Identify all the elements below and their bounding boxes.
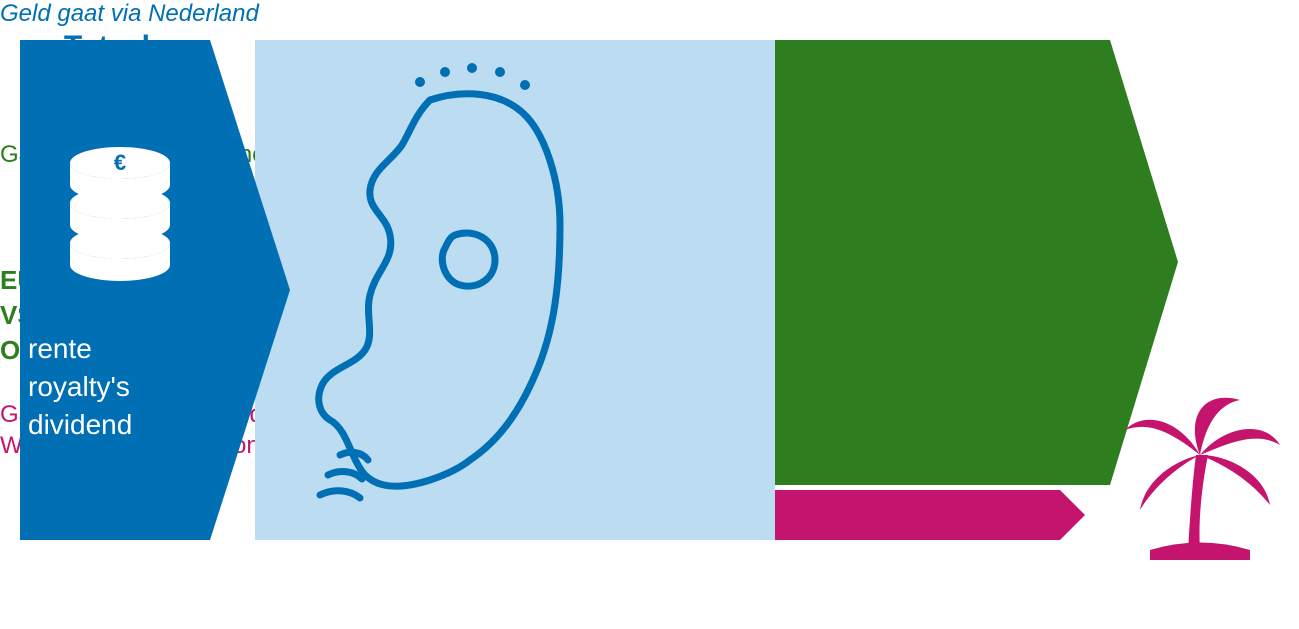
infographic-stage: € — [0, 0, 1299, 629]
diagram-svg: € — [0, 0, 1299, 629]
green-arrow — [775, 40, 1178, 485]
palm-tree-icon — [1125, 398, 1280, 560]
lightblue-panel — [255, 40, 775, 540]
blue-arrow — [20, 40, 290, 540]
inflow-line-2: royalty's — [28, 368, 228, 406]
pink-arrow — [775, 490, 1085, 540]
inflow-label: rente royalty's dividend — [28, 330, 228, 443]
coins-icon: € — [70, 147, 170, 281]
svg-text:€: € — [114, 150, 126, 175]
inflow-line-1: rente — [28, 330, 228, 368]
inflow-line-3: dividend — [28, 406, 228, 444]
